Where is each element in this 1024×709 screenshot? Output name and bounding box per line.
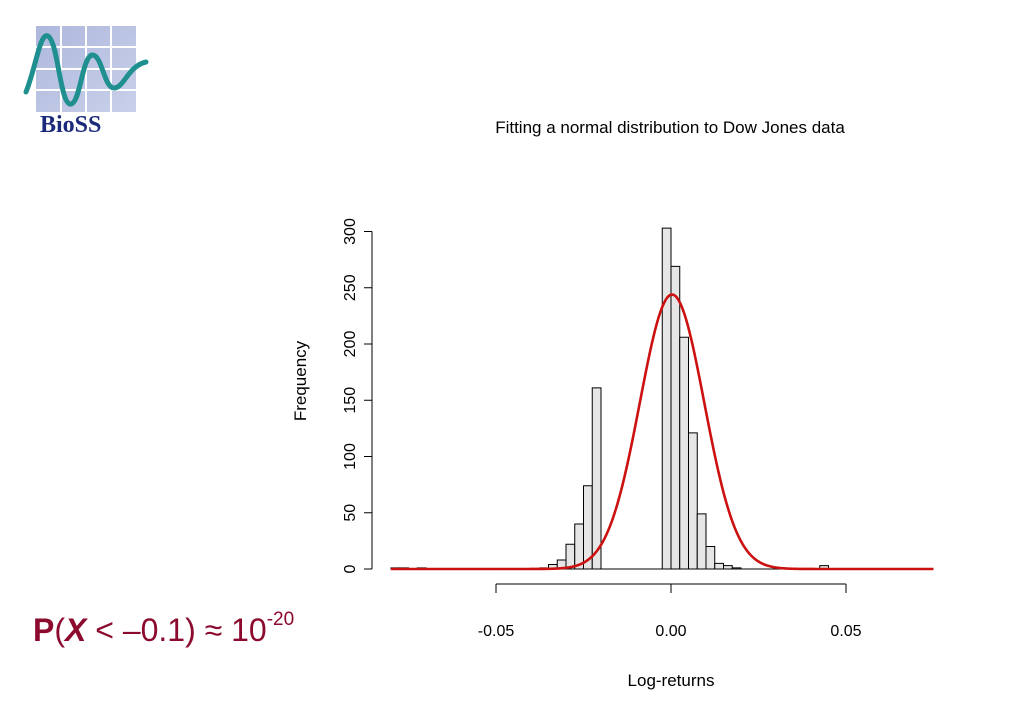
formula-open-paren: ( xyxy=(54,612,65,648)
y-axis-label: Frequency xyxy=(291,340,310,421)
formula-variable: X xyxy=(65,612,87,648)
histogram-bar xyxy=(731,567,742,570)
histogram-bar xyxy=(688,432,698,570)
y-tick-label: 150 xyxy=(342,387,359,414)
histogram-bar xyxy=(661,227,672,570)
histogram-bar xyxy=(670,265,681,570)
histogram-bar xyxy=(714,562,724,570)
formula-exponent: -20 xyxy=(266,609,295,631)
histogram-bar xyxy=(696,513,707,570)
bioss-logo-graphic: BioSS xyxy=(23,26,149,138)
formula-relation: < –0.1) ≈ 10 xyxy=(86,612,267,648)
histogram-bars xyxy=(390,227,934,570)
x-axis: -0.05 0.00 0.05 xyxy=(478,583,862,640)
x-tick-label: -0.05 xyxy=(478,623,515,640)
y-tick-label: 200 xyxy=(342,331,359,358)
y-axis: 0 50 100 150 200 250 300 xyxy=(342,218,373,573)
histogram-bar xyxy=(723,565,733,570)
y-tick-label: 50 xyxy=(342,504,359,522)
x-tick-label: 0.00 xyxy=(655,623,686,640)
fitted-normal-curve xyxy=(391,293,934,571)
logo-wave xyxy=(23,33,149,107)
bioss-logo: BioSS xyxy=(22,22,152,140)
histogram-bar xyxy=(591,387,602,570)
histogram-bar xyxy=(679,336,689,570)
chart-title: Fitting a normal distribution to Dow Jon… xyxy=(495,118,845,137)
probability-formula: P(X < –0.1) ≈ 10-20 xyxy=(33,609,295,649)
x-axis-label: Log-returns xyxy=(628,671,715,690)
x-tick-label: 0.05 xyxy=(830,623,861,640)
logo-text: BioSS xyxy=(40,112,101,138)
y-tick-label: 300 xyxy=(342,218,359,245)
formula-p: P xyxy=(33,612,55,648)
y-tick-label: 100 xyxy=(342,443,359,470)
y-tick-label: 250 xyxy=(342,274,359,301)
y-tick-label: 0 xyxy=(342,564,359,573)
histogram-bar xyxy=(705,546,716,570)
